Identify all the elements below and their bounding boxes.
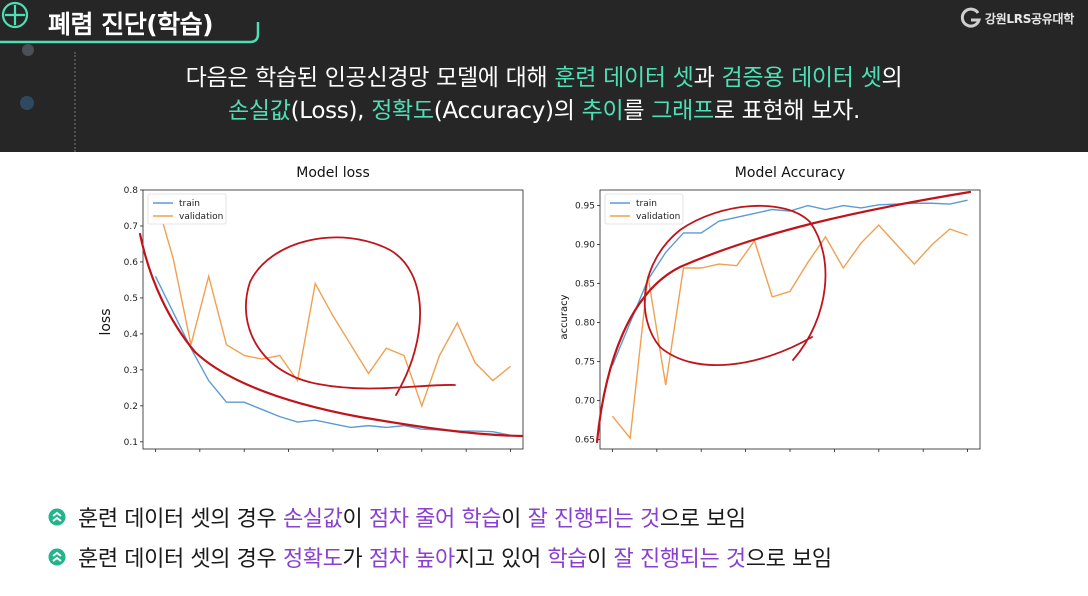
page-title: 폐렴 진단(학습): [48, 10, 214, 39]
double-chevron-bullet-icon: [48, 548, 66, 566]
y-tick-label: 0.1: [124, 438, 138, 448]
intro-text: 다음은 학습된 인공신경망 모델에 대해 훈련 데이터 셋과 검증용 데이터 셋…: [0, 62, 1088, 128]
double-chevron-bullet-icon: [48, 508, 66, 526]
intro-line-2: 손실값(Loss), 정확도(Accuracy)의 추이를 그래프로 표현해 보…: [0, 95, 1088, 128]
y-tick-label: 0.85: [575, 280, 595, 290]
annotation-trend-curve: [138, 232, 524, 438]
conclusion-list: 훈련 데이터 셋의 경우 손실값이 점차 줄어 학습이 잘 진행되는 것으로 보…: [48, 497, 1068, 577]
y-tick-label: 0.90: [575, 241, 595, 251]
highlighted-text: 잘 진행되는 것: [527, 507, 661, 532]
y-axis-label: accuracy: [559, 294, 570, 339]
series-line-validation: [154, 196, 512, 408]
intro-line-1: 다음은 학습된 인공신경망 모델에 대해 훈련 데이터 셋과 검증용 데이터 셋…: [0, 62, 1088, 95]
chart-model-accuracy: Model Accuracy0.02.55.07.510.012.515.017…: [559, 165, 981, 452]
highlighted-text: 잘 진행되는 것: [613, 547, 747, 572]
y-tick-label: 0.70: [575, 397, 595, 407]
y-axis-label: loss: [98, 308, 114, 335]
conclusion-text: 훈련 데이터 셋의 경우 손실값이 점차 줄어 학습이 잘 진행되는 것으로 보…: [78, 501, 746, 533]
y-tick-label: 0.75: [575, 358, 595, 368]
title-tab: 폐렴 진단(학습): [0, 0, 262, 44]
text-run: 가: [342, 547, 369, 572]
text-run: 과: [693, 65, 722, 91]
text-run: 지고 있어: [454, 547, 548, 572]
text-run: 로 표현해 보자.: [713, 98, 861, 124]
legend-label: validation: [636, 212, 680, 222]
y-tick-label: 0.95: [575, 202, 595, 212]
annotation-circle-loss: [245, 236, 456, 396]
text-run: 이: [342, 507, 369, 532]
highlighted-text: 정확도: [282, 547, 343, 572]
y-tick-label: 0.8: [124, 186, 139, 196]
text-run: 를: [623, 98, 652, 124]
y-tick-label: 0.5: [124, 294, 138, 304]
legend-label: validation: [179, 212, 223, 222]
text-run: 훈련 데이터 셋의 경우: [78, 547, 283, 572]
highlighted-text: 학습: [547, 547, 588, 572]
y-tick-label: 0.6: [124, 258, 139, 268]
chart-model-loss: Model loss0.02.55.07.510.012.515.017.520…: [98, 165, 524, 452]
text-run: 이: [501, 507, 528, 532]
charts-area: Model loss0.02.55.07.510.012.515.017.520…: [98, 165, 981, 452]
highlighted-text: 정확도: [371, 98, 434, 124]
text-run: 의: [881, 65, 903, 91]
text-run: 다음은 학습된 인공신경망 모델에 대해: [185, 65, 555, 91]
conclusion-item-accuracy: 훈련 데이터 셋의 경우 정확도가 점차 높아지고 있어 학습이 잘 진행되는 …: [48, 537, 1068, 577]
y-tick-label: 0.80: [575, 319, 595, 329]
highlighted-text: 검증용 데이터 셋: [721, 65, 882, 91]
highlighted-text: 손실값: [282, 507, 343, 532]
text-run: 이: [587, 547, 614, 572]
conclusion-text: 훈련 데이터 셋의 경우 정확도가 점차 높아지고 있어 학습이 잘 진행되는 …: [78, 541, 832, 573]
chart-title: Model Accuracy: [735, 165, 845, 181]
text-run: 으로 보임: [659, 507, 746, 532]
text-run: (Accuracy)의: [433, 98, 582, 124]
highlighted-text: 추이: [581, 98, 624, 124]
decorative-dot: [20, 96, 34, 110]
highlighted-text: 그래프: [651, 98, 714, 124]
series-line-validation: [611, 224, 968, 440]
text-run: (Loss),: [290, 98, 372, 124]
g-logo-icon: [960, 7, 981, 28]
decorative-dotted-line: [74, 52, 76, 152]
conclusion-item-loss: 훈련 데이터 셋의 경우 손실값이 점차 줄어 학습이 잘 진행되는 것으로 보…: [48, 497, 1068, 537]
highlighted-text: 손실값: [227, 98, 291, 124]
y-tick-label: 0.4: [124, 330, 139, 340]
annotation-trend-curve: [595, 190, 972, 444]
plot-frame: [599, 189, 981, 450]
annotation-circle-accuracy: [643, 204, 827, 367]
highlighted-text: 점차 높아: [368, 547, 455, 572]
y-tick-label: 0.3: [124, 366, 138, 376]
highlighted-text: 점차 줄어 학습: [368, 507, 502, 532]
y-tick-label: 0.7: [124, 222, 138, 232]
text-run: 으로 보임: [745, 547, 832, 572]
crosshair-circle-icon: [1, 1, 29, 29]
y-tick-label: 0.2: [124, 402, 138, 412]
university-logo: 강원LRS공유대학: [960, 6, 1074, 30]
logo-text: 강원LRS공유대학: [984, 11, 1074, 26]
legend-label: train: [636, 199, 657, 209]
slide-header: 폐렴 진단(학습) 강원LRS공유대학 다음은 학습된 인공신경망 모델에 대해…: [0, 0, 1088, 152]
y-tick-label: 0.65: [575, 436, 595, 446]
legend-label: train: [179, 199, 200, 209]
title-tab-outline: [0, 22, 260, 44]
highlighted-text: 훈련 데이터 셋: [554, 65, 694, 91]
text-run: 훈련 데이터 셋의 경우: [78, 507, 283, 532]
chart-title: Model loss: [296, 165, 370, 181]
plot-frame: [142, 189, 524, 450]
decorative-dot: [22, 44, 34, 56]
